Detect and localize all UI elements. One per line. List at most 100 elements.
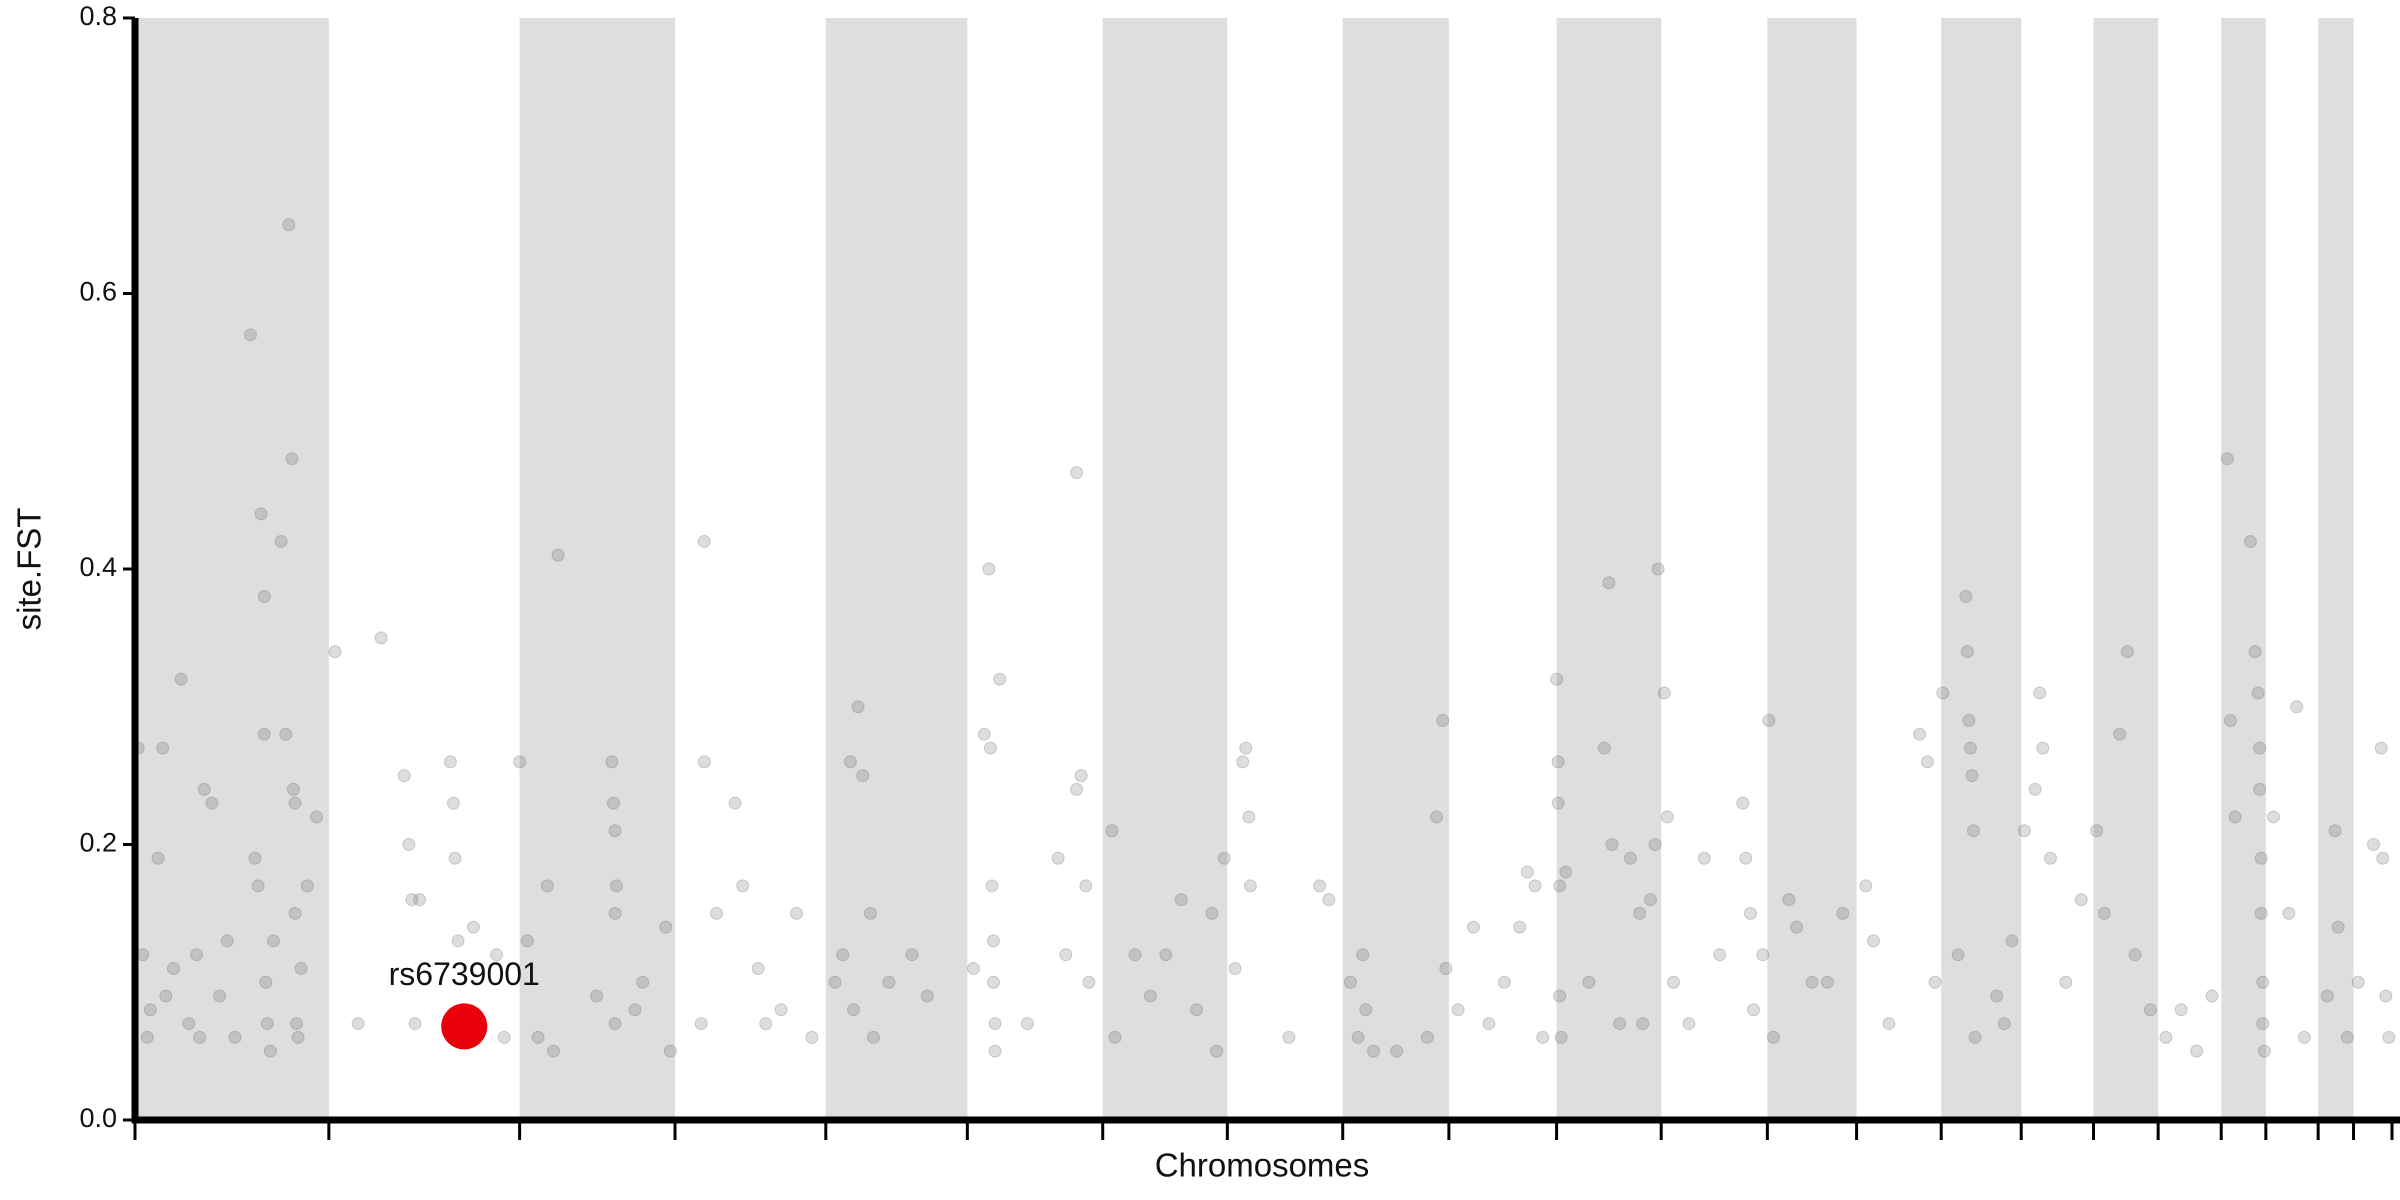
data-point	[774, 1003, 788, 1017]
data-point	[2205, 989, 2219, 1003]
data-point	[1513, 920, 1527, 934]
data-point	[1648, 838, 1662, 851]
data-point	[2097, 906, 2111, 920]
data-point	[2251, 686, 2265, 700]
data-point	[1520, 865, 1534, 879]
data-point	[351, 1017, 365, 1031]
data-point	[1559, 865, 1573, 879]
data-point	[606, 796, 620, 810]
data-point	[328, 645, 342, 659]
data-point	[1228, 961, 1242, 975]
data-point	[1497, 975, 1511, 989]
data-point	[2028, 782, 2042, 796]
data-point	[197, 782, 211, 796]
data-point	[2374, 741, 2388, 755]
data-point	[728, 796, 742, 810]
data-point	[920, 989, 934, 1003]
data-point	[1128, 948, 1142, 962]
x-axis-label: Chromosomes	[1155, 1147, 1370, 1184]
data-point	[1582, 975, 1596, 989]
data-point	[1782, 893, 1796, 907]
data-point	[1205, 906, 1219, 920]
data-point	[190, 948, 204, 962]
data-point	[966, 961, 980, 975]
data-point	[546, 1044, 560, 1058]
data-point	[279, 727, 293, 741]
data-point	[993, 672, 1007, 686]
data-point	[2074, 893, 2088, 907]
y-tick-label: 0.4	[79, 552, 117, 582]
data-point	[1390, 1044, 1404, 1058]
data-point	[490, 948, 504, 962]
data-point	[1467, 920, 1481, 934]
data-point	[1920, 755, 1934, 769]
data-point	[1762, 714, 1776, 728]
data-point	[1820, 975, 1834, 989]
data-point	[1657, 686, 1671, 700]
data-point	[288, 906, 302, 920]
data-point	[291, 1030, 305, 1044]
data-point	[856, 769, 870, 783]
data-point	[540, 879, 554, 893]
data-point	[213, 989, 227, 1003]
data-point	[1367, 1044, 1381, 1058]
data-point	[790, 906, 804, 920]
data-point	[1962, 714, 1976, 728]
data-point	[1482, 1017, 1496, 1031]
highlight-point	[441, 1003, 488, 1050]
data-point	[1859, 879, 1873, 893]
data-point	[2256, 1017, 2270, 1031]
data-point	[2190, 1044, 2204, 1058]
data-point	[1020, 1017, 1034, 1031]
data-point	[1243, 879, 1257, 893]
data-point	[986, 975, 1000, 989]
data-point	[2033, 686, 2047, 700]
chromosome-band	[2221, 18, 2266, 1120]
data-point	[1605, 838, 1619, 851]
data-point	[259, 975, 273, 989]
data-point	[2254, 906, 2268, 920]
data-point	[1967, 824, 1981, 838]
data-point	[1242, 810, 1256, 824]
data-point	[156, 741, 170, 755]
data-point	[2282, 906, 2296, 920]
data-point	[1439, 961, 1453, 975]
data-point	[1736, 796, 1750, 810]
highlight-label: rs6739001	[389, 956, 540, 992]
data-point	[608, 824, 622, 838]
data-point	[1356, 948, 1370, 962]
data-point	[2220, 452, 2234, 466]
data-point	[1082, 975, 1096, 989]
data-point	[159, 989, 173, 1003]
data-point	[2174, 1003, 2188, 1017]
data-point	[443, 755, 457, 769]
chromosome-band	[2318, 18, 2354, 1120]
data-point	[977, 727, 991, 741]
data-point	[1790, 920, 1804, 934]
data-point	[1430, 810, 1444, 824]
data-point	[2382, 1030, 2396, 1044]
data-point	[140, 1030, 154, 1044]
data-point	[1351, 1030, 1365, 1044]
data-point	[608, 906, 622, 920]
data-point	[1079, 879, 1093, 893]
data-point	[1636, 1017, 1650, 1031]
data-point	[266, 934, 280, 948]
data-point	[736, 879, 750, 893]
data-point	[1867, 934, 1881, 948]
data-point	[2090, 824, 2104, 838]
chromosome-band	[825, 18, 968, 1120]
data-point	[1743, 906, 1757, 920]
data-point	[986, 934, 1000, 948]
data-point	[205, 796, 219, 810]
data-point	[282, 218, 296, 232]
data-point	[193, 1030, 207, 1044]
data-point	[451, 934, 465, 948]
data-point	[1051, 851, 1065, 865]
data-point	[2256, 975, 2270, 989]
data-point	[1322, 893, 1336, 907]
data-point	[2059, 975, 2073, 989]
data-point	[1070, 782, 1084, 796]
data-point	[1359, 1003, 1373, 1017]
